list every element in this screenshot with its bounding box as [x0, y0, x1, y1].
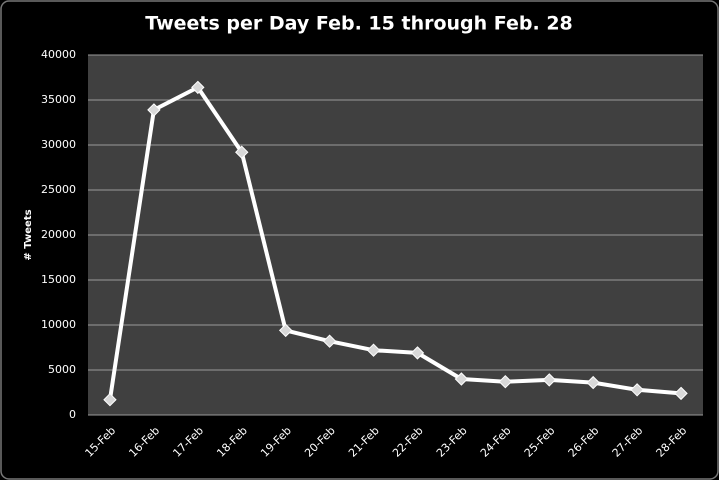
marker — [410, 346, 425, 360]
marker — [542, 373, 556, 387]
marker — [630, 383, 644, 397]
marker — [191, 80, 205, 95]
y-tick-label: 35000 — [41, 93, 76, 106]
marker — [674, 386, 688, 401]
marker — [278, 323, 293, 338]
y-tick-label: 30000 — [41, 138, 76, 151]
y-tick-label: 40000 — [41, 48, 76, 61]
marker — [103, 392, 117, 407]
chart-title: Tweets per Day Feb. 15 through Feb. 28 — [145, 13, 573, 35]
y-tick-label: 15000 — [41, 273, 76, 286]
marker — [454, 372, 469, 386]
marker — [322, 334, 337, 348]
y-tick-label: 20000 — [41, 228, 76, 241]
marker — [235, 145, 249, 159]
y-tick-label: 25000 — [41, 183, 76, 196]
marker — [498, 374, 513, 389]
marker — [147, 103, 161, 117]
y-tick-label: 10000 — [41, 318, 76, 331]
marker — [366, 343, 381, 357]
marker — [586, 375, 600, 390]
line — [107, 85, 682, 400]
y-axis-label: # Tweets — [23, 209, 34, 260]
y-tick-label: 5000 — [48, 363, 76, 376]
y-tick-label: 0 — [69, 408, 76, 421]
